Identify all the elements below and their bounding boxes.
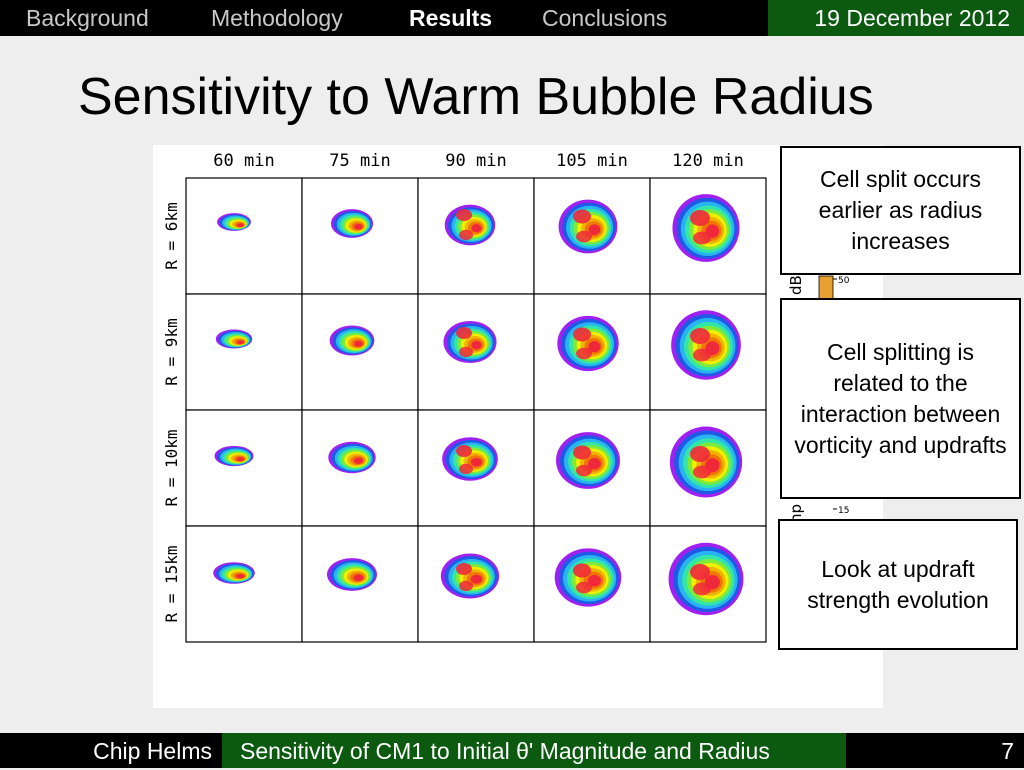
storm-cell-core: [573, 445, 591, 460]
reflectivity-contour: [587, 574, 602, 587]
row-label: R = 10km: [162, 429, 181, 506]
footer-talk-title: Sensitivity of CM1 to Initial θ' Magnitu…: [240, 738, 770, 764]
reflectivity-contour: [354, 223, 363, 230]
reflectivity-contour: [471, 224, 482, 233]
reflectivity-panel: [649, 293, 767, 411]
panel-frame: [185, 177, 303, 295]
nav-item-results[interactable]: Results: [409, 5, 493, 31]
reflectivity-panel: [185, 525, 303, 643]
reflectivity-panel: [649, 177, 767, 295]
callout-updraft-strength: Look at updraft strength evolution: [778, 519, 1018, 650]
nav-item-background[interactable]: Background: [26, 5, 149, 31]
panel-frame: [185, 293, 303, 411]
reflectivity-panel: [533, 177, 651, 295]
reflectivity-contour: [236, 457, 245, 462]
storm-cell-core: [690, 564, 710, 580]
storm-cell-core: [456, 327, 472, 339]
colorbar-label-dB: dB: [787, 275, 805, 295]
storm-cell-core: [573, 563, 591, 578]
storm-cell-core: [573, 209, 591, 224]
column-label: 105 min: [556, 151, 628, 171]
colorbar-tick-label-15: 15: [838, 506, 849, 516]
column-label: 120 min: [672, 151, 744, 171]
storm-cell-core: [693, 465, 711, 479]
storm-cell-core: [459, 346, 473, 358]
storm-cell-core: [693, 348, 711, 362]
storm-cell-core: [456, 445, 472, 457]
reflectivity-panel: [185, 177, 303, 295]
reflectivity-contour: [588, 341, 601, 353]
column-label: 90 min: [445, 151, 506, 171]
reflectivity-panel: [533, 409, 651, 527]
reflectivity-contour: [237, 223, 244, 228]
row-label: R = 9km: [162, 318, 181, 385]
reflectivity-contour: [353, 574, 364, 581]
storm-cell-core: [693, 582, 711, 596]
reflectivity-contour: [353, 340, 363, 347]
reflectivity-panel: [301, 409, 419, 527]
reflectivity-panel-grid: 50 15 dB np 60 min 75 min 90 min 105 min 120…: [162, 151, 850, 643]
reflectivity-panel: [301, 525, 419, 643]
top-navigation-bar: Background Methodology Results Conclusio…: [0, 0, 1024, 36]
reflectivity-contour: [470, 457, 482, 467]
column-label: 75 min: [329, 151, 390, 171]
nav-item-conclusions[interactable]: Conclusions: [542, 5, 668, 31]
reflectivity-contour: [470, 574, 483, 584]
reflectivity-panel: [301, 177, 419, 295]
storm-cell-core: [459, 463, 473, 475]
storm-cell-core: [690, 210, 710, 226]
reflectivity-contour: [588, 458, 601, 470]
nav-item-methodology[interactable]: Methodology: [211, 5, 343, 31]
reflectivity-panel: [533, 293, 651, 411]
storm-cell-core: [573, 327, 591, 342]
storm-cell-core: [576, 230, 592, 243]
storm-cell-core: [459, 229, 473, 241]
slide-title: Sensitivity to Warm Bubble Radius: [78, 68, 874, 126]
column-label: 60 min: [213, 151, 274, 171]
panel-frame: [185, 409, 303, 527]
reflectivity-contour: [236, 574, 245, 579]
panel-frame: [185, 525, 303, 643]
reflectivity-contour: [353, 457, 364, 464]
reflectivity-panel: [417, 177, 535, 295]
storm-cell-core: [576, 464, 592, 477]
reflectivity-figure: 50 15 dB np 60 min 75 min 90 min 105 min 120…: [153, 145, 883, 708]
reflectivity-panel: [185, 293, 303, 411]
storm-cell-core: [576, 581, 592, 594]
storm-cell-core: [459, 580, 473, 592]
reflectivity-contour: [471, 340, 482, 350]
reflectivity-panel: [649, 525, 767, 643]
colorbar-label-np: np: [787, 504, 805, 523]
reflectivity-panel: [533, 525, 651, 643]
storm-cell-core: [456, 563, 472, 575]
reflectivity-panel: [185, 409, 303, 527]
footer-bar: Chip Helms Sensitivity of CM1 to Initial…: [0, 733, 1024, 768]
row-label: R = 15km: [162, 545, 181, 622]
colorbar-tick-label-50: 50: [838, 276, 850, 286]
footer-page-number: 7: [1001, 738, 1014, 764]
reflectivity-panel: [649, 409, 767, 527]
footer-title-box: Sensitivity of CM1 to Initial θ' Magnitu…: [222, 733, 846, 768]
date-box: 19 December 2012: [768, 0, 1024, 36]
footer-author: Chip Helms: [93, 738, 212, 764]
storm-cell-core: [456, 209, 472, 221]
storm-cell-core: [690, 328, 710, 344]
reflectivity-panel: [417, 293, 535, 411]
storm-cell-core: [576, 347, 592, 360]
callout-vorticity-updrafts: Cell splitting is related to the interac…: [780, 298, 1021, 499]
reflectivity-contour: [236, 340, 245, 345]
row-label: R = 6km: [162, 202, 181, 269]
reflectivity-panel: [417, 409, 535, 527]
reflectivity-contour: [588, 224, 601, 236]
presentation-date: 19 December 2012: [814, 5, 1010, 31]
storm-cell-core: [693, 231, 711, 245]
storm-cell-core: [690, 446, 710, 462]
callout-cell-split: Cell split occurs earlier as radius incr…: [780, 146, 1021, 275]
reflectivity-panel: [301, 293, 419, 411]
reflectivity-panel: [417, 525, 535, 643]
